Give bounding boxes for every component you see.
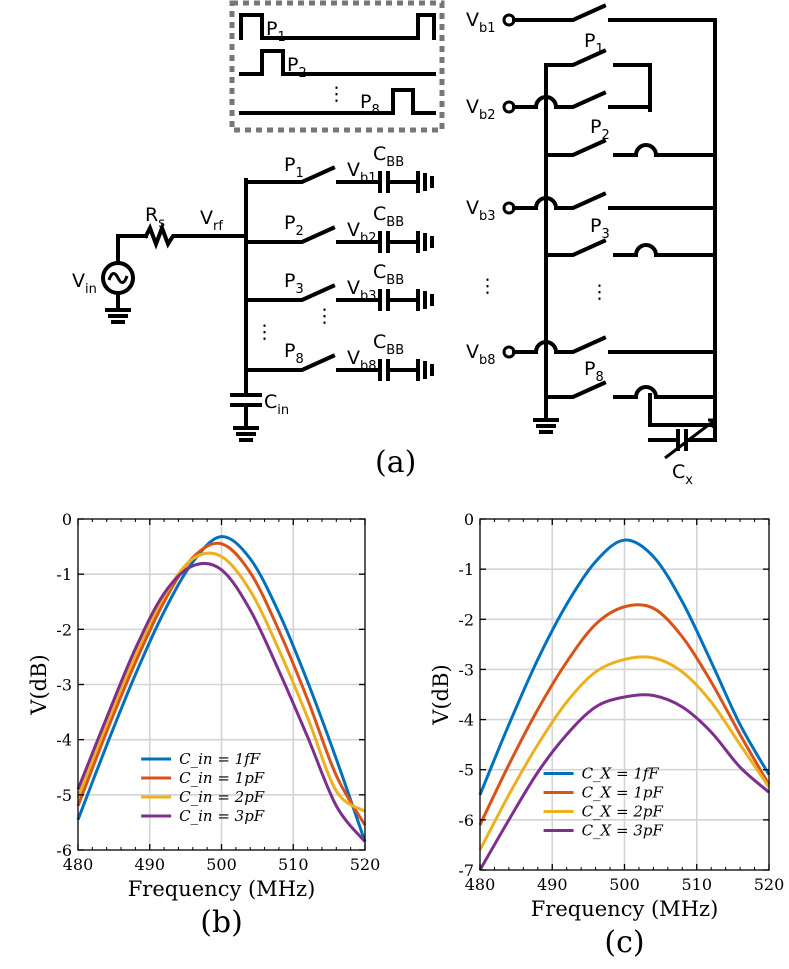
svg-text:CBB: CBB [373,261,404,288]
svg-text:P1: P1 [284,154,304,181]
plot-c-series-1 [478,538,771,796]
vin-sine [107,272,129,284]
label-vb1: Vb1 [466,9,496,36]
plot-c-xtick-label: 500 [609,875,640,894]
plot-b-ytick-label: -5 [56,786,72,805]
plot-c: 480 490 500 510 520 0 -1 -2 -3 -4 -5 -6 -7 C_X = 1fF… [429,510,784,960]
svg-text:Vb3: Vb3 [347,277,377,304]
vin-ground-icon [105,291,131,324]
svg-text:P8: P8 [284,340,304,367]
plot-b-xtick-label: 490 [134,855,165,874]
clock-ellipsis: ⋮ [327,83,346,105]
plot-c-ytick-label: -3 [458,660,474,679]
caption-b: (b) [200,905,243,940]
branch-1: P1 Vb1 CBB [244,143,434,193]
svg-text:Vb8: Vb8 [347,347,377,374]
branch-3: P3 Vb3 CBB [244,261,434,311]
plot-b-ytick-label: -1 [56,565,72,584]
label-vb8: Vb8 [466,341,496,368]
plot-b-legend-label: C_in = 1pF [179,769,265,787]
plot-c-legend-label: C_X = 2pF [582,802,664,820]
plot-c-xtick-label: 480 [465,875,496,894]
plot-c-ytick-label: -5 [458,761,474,780]
plot-c-ytick-label: 0 [464,510,474,529]
plot-b-legend-label: C_in = 3pF [179,807,265,825]
clock-waveform-p8 [239,88,436,115]
plot-c-ytick-label: -4 [458,711,474,730]
plot-b-ylabel: V(dB) [27,654,51,715]
plot-c-xtick-label: 490 [537,875,568,894]
clock-waveform-p1 [239,13,436,40]
plot-b-xtick-label: 520 [350,855,381,874]
plot-b-xlabel: Frequency (MHz) [128,877,316,901]
plot-b-ytick-label: 0 [62,510,72,529]
svg-text:P2: P2 [284,212,304,239]
clock-inset-box [229,0,445,133]
label-np-p2: P2 [590,116,610,143]
plot-b-series-1 [76,535,367,843]
svg-text:CBB: CBB [373,143,404,170]
plot-c-series-2 [478,603,771,826]
label-vrf: Vrf [200,207,223,234]
label-np-p8: P8 [584,358,604,385]
plot-c-series-3 [478,655,771,851]
bus-ellipsis: ⋮ [255,321,274,343]
svg-text:CBB: CBB [373,203,404,230]
label-np-p1: P1 [584,30,604,57]
label-vin: Vin [72,270,97,297]
svg-text:CBB: CBB [373,331,404,358]
plot-c-legend-label: C_X = 1fF [582,764,660,782]
label-cin: Cin [264,391,289,418]
switch-ellipsis: ⋮ [315,305,334,327]
plot-b-legend-label: C_in = 2pF [179,788,265,806]
npath-network [502,3,717,460]
plot-c-ytick-label: -6 [458,811,474,830]
plot-b-ytick-label: -3 [56,676,72,695]
vin-wire [116,234,148,265]
plot-c-xtick-label: 520 [754,875,785,894]
plot-b-ytick-label: -6 [56,841,72,860]
caption-a: (a) [375,445,416,480]
svg-text:Vb1: Vb1 [347,159,377,186]
branch-2: P2 Vb2 CBB [244,203,434,253]
plot-b-xtick-label: 500 [206,855,237,874]
plot-c-ytick-label: -7 [458,861,474,880]
svg-text:Vb2: Vb2 [347,219,377,246]
plot-b-series-2 [76,541,367,826]
plot-b-series-3 [76,551,366,813]
np-ellipsis-left: ⋮ [478,275,497,297]
label-np-p3: P3 [590,215,610,242]
np-ellipsis-mid: ⋮ [590,281,609,303]
plot-c-legend-label: C_X = 3pF [582,821,664,839]
cin-cap-icon [230,393,262,442]
plot-b-series-4 [76,561,367,843]
label-rs: Rs [145,204,165,231]
plot-c-ytick-label: -1 [458,560,474,579]
clock-waveform-p2 [239,49,436,76]
label-cx: Cx [672,461,693,488]
plot-b-xtick-label: 510 [278,855,309,874]
plot-b-ytick-label: -4 [56,731,72,750]
plot-b-ytick-label: -2 [56,620,72,639]
caption-c: (c) [604,925,644,960]
plot-b-xtick-label: 480 [63,855,94,874]
plot-c-legend-label: C_X = 1pF [582,783,664,801]
plot-c-xtick-label: 510 [681,875,712,894]
label-clock-p2: P2 [287,54,307,81]
label-clock-p8: P8 [360,91,380,118]
plot-c-xlabel: Frequency (MHz) [531,897,719,921]
label-vb3: Vb3 [466,197,496,224]
plot-c-ytick-label: -2 [458,610,474,629]
label-clock-p1: P1 [266,18,286,45]
branch-8: P8 Vb8 CBB [244,331,434,381]
plot-c-series-4 [478,693,770,871]
svg-text:P3: P3 [284,270,304,297]
plot-c-ylabel: V(dB) [429,664,453,725]
plot-b-legend-label: C_in = 1fF [179,750,261,768]
label-vb2: Vb2 [466,96,496,123]
rs-resistor-icon [143,222,248,250]
circuit-a: P1 P2 P8 ⋮ Vin Rs Vrf Cin ⋮ ⋮ P1 Vb1 CBB… [72,0,717,488]
